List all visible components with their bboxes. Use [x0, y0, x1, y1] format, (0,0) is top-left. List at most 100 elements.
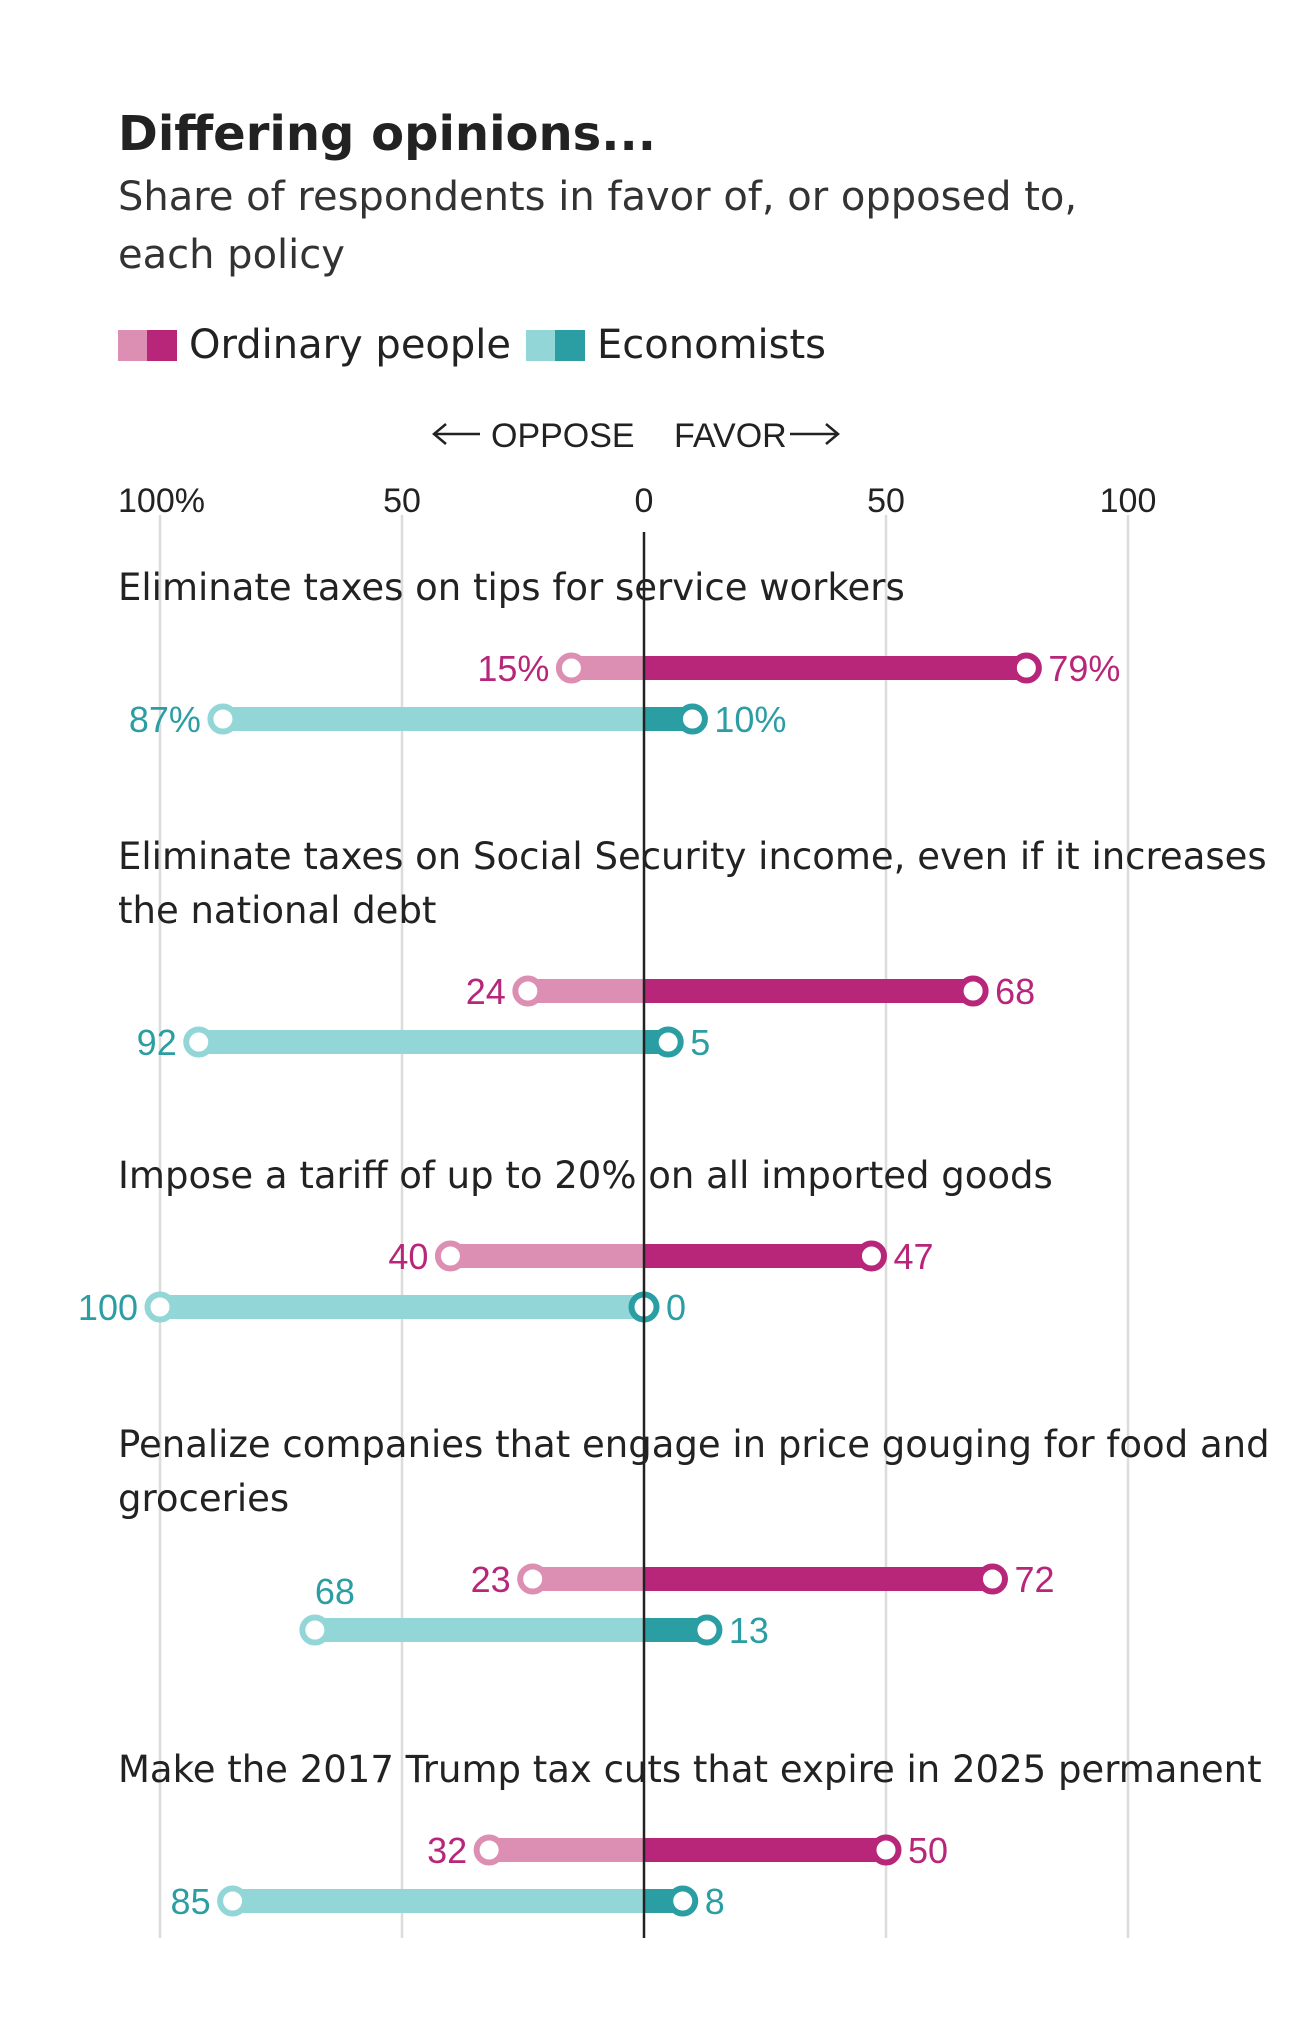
legend: Ordinary people Economists [118, 322, 826, 368]
econ-oppose-bar [160, 1295, 644, 1319]
oppose-label: OPPOSE [491, 417, 635, 455]
tick-label: 100% [118, 482, 205, 520]
econ-oppose-value: 100 [78, 1287, 138, 1328]
econ-favor-point [667, 1885, 699, 1917]
people-favor-point [855, 1240, 887, 1272]
econ-dumbbell [207, 703, 708, 735]
chart-title: Differing opinions... [118, 106, 656, 162]
econ-oppose-point [299, 1614, 331, 1646]
econ-favor-value: 8 [705, 1881, 725, 1922]
people-oppose-point [473, 1834, 505, 1866]
people-favor-value: 79% [1048, 648, 1120, 689]
econ-dumbbell [183, 1026, 684, 1058]
people-dumbbell [434, 1240, 887, 1272]
people-oppose-value: 23 [471, 1559, 511, 1600]
people-oppose-value: 15% [477, 648, 549, 689]
econ-favor-value: 10% [714, 699, 786, 740]
people-favor-point [976, 1563, 1008, 1595]
people-favor-value: 47 [893, 1236, 933, 1277]
policy-label: Eliminate taxes on Social Security incom… [118, 835, 1267, 878]
gridlines [158, 515, 1130, 1938]
econ-oppose-value: 68 [315, 1571, 355, 1612]
people-oppose-value: 40 [388, 1236, 428, 1277]
legend-label-people: Ordinary people [189, 322, 511, 368]
legend-label-economists: Economists [597, 322, 826, 368]
tick-label: 50 [383, 482, 421, 520]
econ-dumbbell [299, 1614, 723, 1646]
x-axis-ticks: 100% 50 0 50 100 [118, 482, 1156, 520]
policy-group: Eliminate taxes on Social Security incom… [118, 835, 1267, 1063]
favor-arrow-icon [790, 423, 840, 445]
people-dumbbell [517, 1563, 1008, 1595]
people-favor-value: 50 [908, 1830, 948, 1871]
people-oppose-value: 24 [466, 971, 506, 1012]
econ-oppose-point [183, 1026, 215, 1058]
econ-oppose-value: 85 [171, 1881, 211, 1922]
policy-label: the national debt [118, 889, 436, 932]
econ-favor-value: 0 [666, 1287, 686, 1328]
econ-oppose-bar [222, 707, 645, 731]
people-favor-point [1010, 652, 1042, 684]
econ-dumbbell [144, 1291, 660, 1323]
people-oppose-point [555, 652, 587, 684]
people-oppose-bar [532, 1567, 644, 1591]
tick-label: 50 [867, 482, 905, 520]
econ-oppose-point [144, 1291, 176, 1323]
people-oppose-point [512, 975, 544, 1007]
people-oppose-point [517, 1563, 549, 1595]
favor-label: FAVOR [674, 417, 787, 455]
econ-favor-value: 5 [690, 1022, 710, 1063]
people-favor-bar [644, 1567, 993, 1591]
people-dumbbell [473, 1834, 902, 1866]
econ-oppose-point [207, 703, 239, 735]
econ-favor-value: 13 [729, 1610, 769, 1651]
tick-label: 100 [1100, 482, 1157, 520]
policy-label: Make the 2017 Trump tax cuts that expire… [118, 1748, 1262, 1791]
people-oppose-value: 32 [427, 1830, 467, 1871]
chart-subtitle-line-2: each policy [118, 232, 345, 278]
legend-swatch-econ-dark [555, 330, 585, 361]
policy-group: Impose a tariff of up to 20% on all impo… [78, 1154, 1053, 1328]
people-favor-point [870, 1834, 902, 1866]
econ-oppose-point [217, 1885, 249, 1917]
people-favor-value: 68 [995, 971, 1035, 1012]
policy-label: groceries [118, 1477, 289, 1520]
axis-direction-labels: OPPOSE FAVOR [432, 417, 840, 455]
legend-item-ordinary-people: Ordinary people [118, 322, 511, 368]
policy-label: Penalize companies that engage in price … [118, 1423, 1270, 1466]
legend-swatch-econ-light [526, 330, 555, 361]
oppose-arrow-icon [432, 423, 480, 445]
people-favor-bar [644, 1838, 886, 1862]
people-favor-point [957, 975, 989, 1007]
econ-oppose-value: 92 [137, 1022, 177, 1063]
policy-group: Make the 2017 Trump tax cuts that expire… [118, 1748, 1262, 1922]
people-oppose-bar [450, 1244, 644, 1268]
legend-swatch-people-dark [147, 330, 177, 361]
people-oppose-bar [527, 979, 644, 1003]
econ-dumbbell [217, 1885, 699, 1917]
econ-oppose-bar [232, 1889, 644, 1913]
econ-favor-point [676, 703, 708, 735]
people-oppose-point [434, 1240, 466, 1272]
tick-label: 0 [635, 482, 654, 520]
econ-oppose-bar [314, 1618, 644, 1642]
econ-favor-point [691, 1614, 723, 1646]
people-dumbbell [512, 975, 989, 1007]
policy-group: Penalize companies that engage in price … [118, 1423, 1270, 1651]
policy-label: Eliminate taxes on tips for service work… [118, 566, 905, 609]
legend-item-economists: Economists [526, 322, 826, 368]
chart-subtitle-line-1: Share of respondents in favor of, or opp… [118, 174, 1077, 220]
econ-favor-point [652, 1026, 684, 1058]
policy-group: Eliminate taxes on tips for service work… [118, 566, 1120, 740]
legend-swatch-people-light [118, 330, 147, 361]
people-favor-value: 72 [1014, 1559, 1054, 1600]
people-favor-bar [644, 656, 1027, 680]
people-dumbbell [555, 652, 1042, 684]
econ-oppose-value: 87% [129, 699, 201, 740]
people-favor-bar [644, 979, 974, 1003]
people-favor-bar [644, 1244, 872, 1268]
policies: Eliminate taxes on tips for service work… [78, 566, 1270, 1922]
people-oppose-bar [489, 1838, 644, 1862]
econ-oppose-bar [198, 1030, 644, 1054]
